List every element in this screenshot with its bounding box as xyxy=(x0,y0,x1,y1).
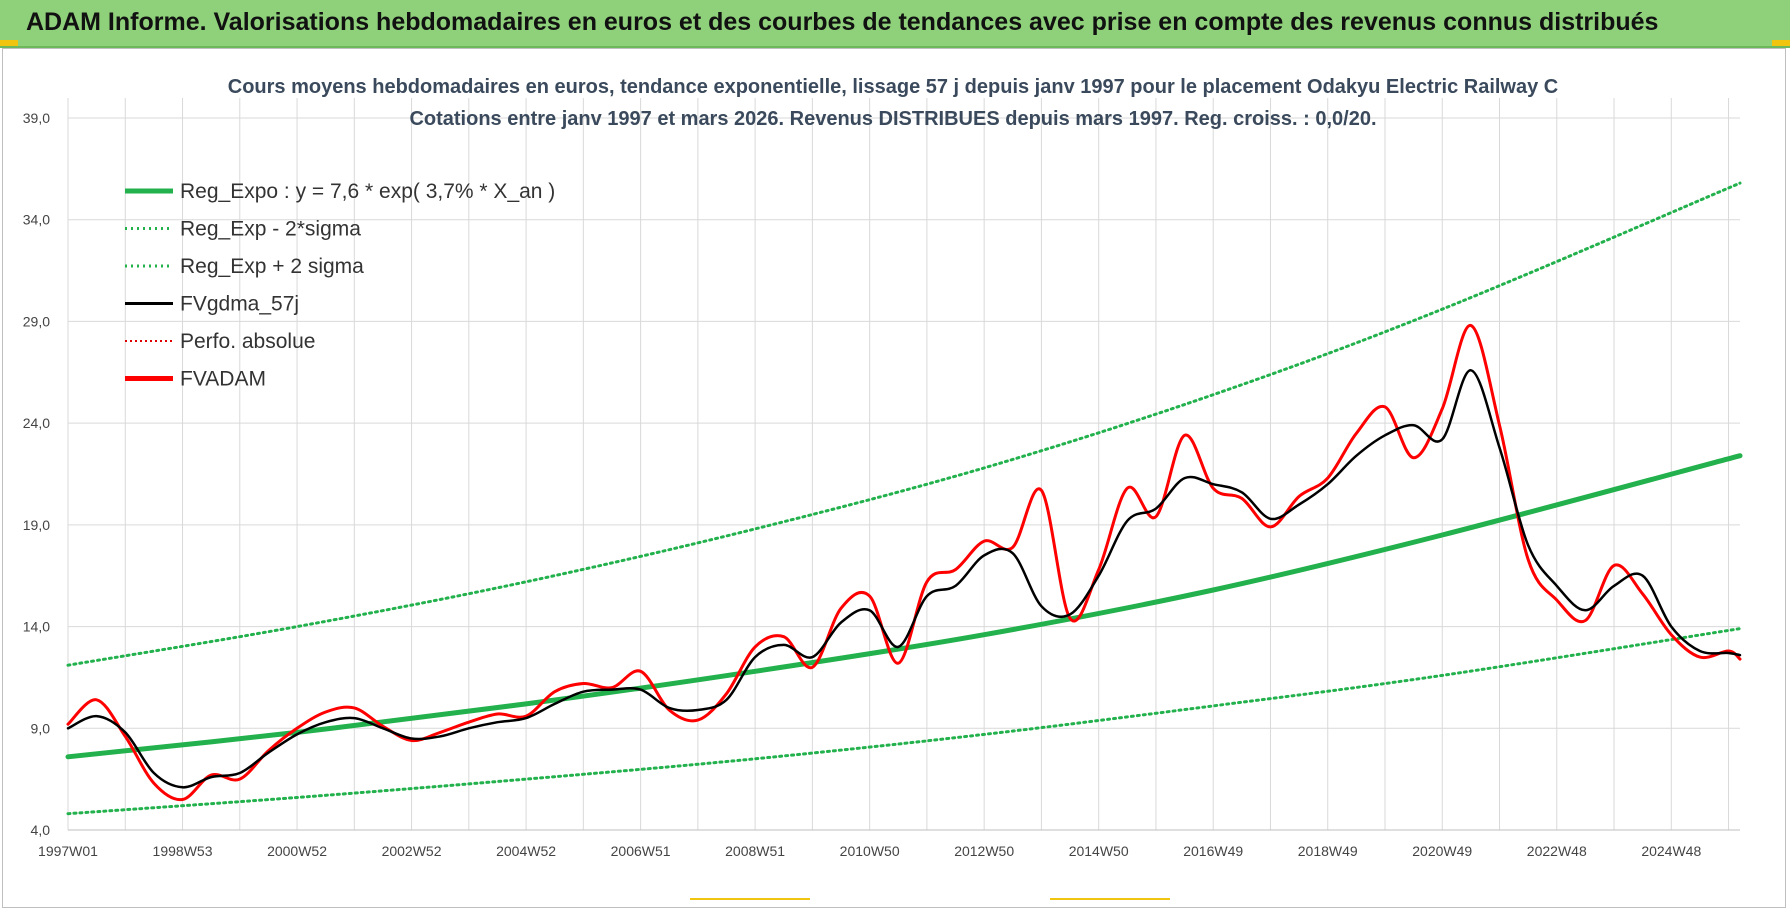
x-tick-label: 2000W52 xyxy=(267,843,327,859)
fvgdma-57j-line xyxy=(66,369,1742,789)
y-tick-label: 14,0 xyxy=(23,619,50,635)
legend-label: FVADAM xyxy=(180,368,266,391)
x-tick-label: 2018W49 xyxy=(1298,843,1358,859)
x-tick-label: 2008W51 xyxy=(725,843,785,859)
chart-subtitle: Cotations entre janv 1997 et mars 2026. … xyxy=(409,108,1376,130)
reg-plus-2sigma-line xyxy=(66,181,1742,667)
x-tick-label: 2020W49 xyxy=(1412,843,1472,859)
bottom-accent-mark xyxy=(1050,898,1170,900)
y-tick-label: 19,0 xyxy=(23,517,50,533)
x-tick-label: 2004W52 xyxy=(496,843,556,859)
x-tick-label: 1997W01 xyxy=(38,843,98,859)
x-axis-ticks: 1997W01 1998W53 2000W52 2002W52 2004W52 2006W… xyxy=(38,843,1701,859)
y-tick-label: 34,0 xyxy=(23,212,50,228)
x-tick-label: 1998W53 xyxy=(153,843,213,859)
report-header: ADAM Informe. Valorisations hebdomadaire… xyxy=(0,0,1790,48)
chart-title: Cours moyens hebdomadaires en euros, ten… xyxy=(228,76,1558,98)
x-tick-label: 2002W52 xyxy=(382,843,442,859)
series-lines xyxy=(65,181,1743,816)
legend-label: Reg_Exp - 2*sigma xyxy=(180,218,361,241)
y-axis-ticks: 4,0 9,0 14,0 19,0 24,0 29,0 34,0 39,0 xyxy=(23,110,50,838)
x-tick-label: 2024W48 xyxy=(1641,843,1701,859)
y-tick-label: 29,0 xyxy=(23,313,50,329)
legend-label: Perfo. absolue xyxy=(180,330,315,353)
grid-lines xyxy=(67,98,1740,831)
reg-expo-line xyxy=(65,453,1743,760)
bottom-accent-mark xyxy=(690,898,810,900)
corner-marker-right xyxy=(1772,40,1790,46)
reg-minus-2sigma-line xyxy=(66,627,1742,816)
legend-label: FVgdma_57j xyxy=(180,293,299,316)
x-tick-label: 2014W50 xyxy=(1069,843,1129,859)
y-tick-label: 9,0 xyxy=(31,720,51,736)
fvadam-line xyxy=(66,324,1742,802)
report-title: ADAM Informe. Valorisations hebdomadaire… xyxy=(26,8,1659,36)
y-tick-label: 24,0 xyxy=(23,415,50,431)
chart-frame xyxy=(2,48,1786,908)
legend: Reg_Expo : y = 7,6 * exp( 3,7% * X_an ) R… xyxy=(125,180,555,391)
x-tick-label: 2012W50 xyxy=(954,843,1014,859)
x-tick-label: 2010W50 xyxy=(840,843,900,859)
corner-marker-left xyxy=(0,40,18,46)
x-tick-label: 2016W49 xyxy=(1183,843,1243,859)
y-tick-label: 39,0 xyxy=(23,110,50,126)
legend-label: Reg_Exp + 2 sigma xyxy=(180,255,364,278)
legend-label: Reg_Expo : y = 7,6 * exp( 3,7% * X_an ) xyxy=(180,180,555,203)
x-tick-label: 2006W51 xyxy=(611,843,671,859)
y-tick-label: 4,0 xyxy=(31,822,51,838)
x-tick-label: 2022W48 xyxy=(1527,843,1587,859)
